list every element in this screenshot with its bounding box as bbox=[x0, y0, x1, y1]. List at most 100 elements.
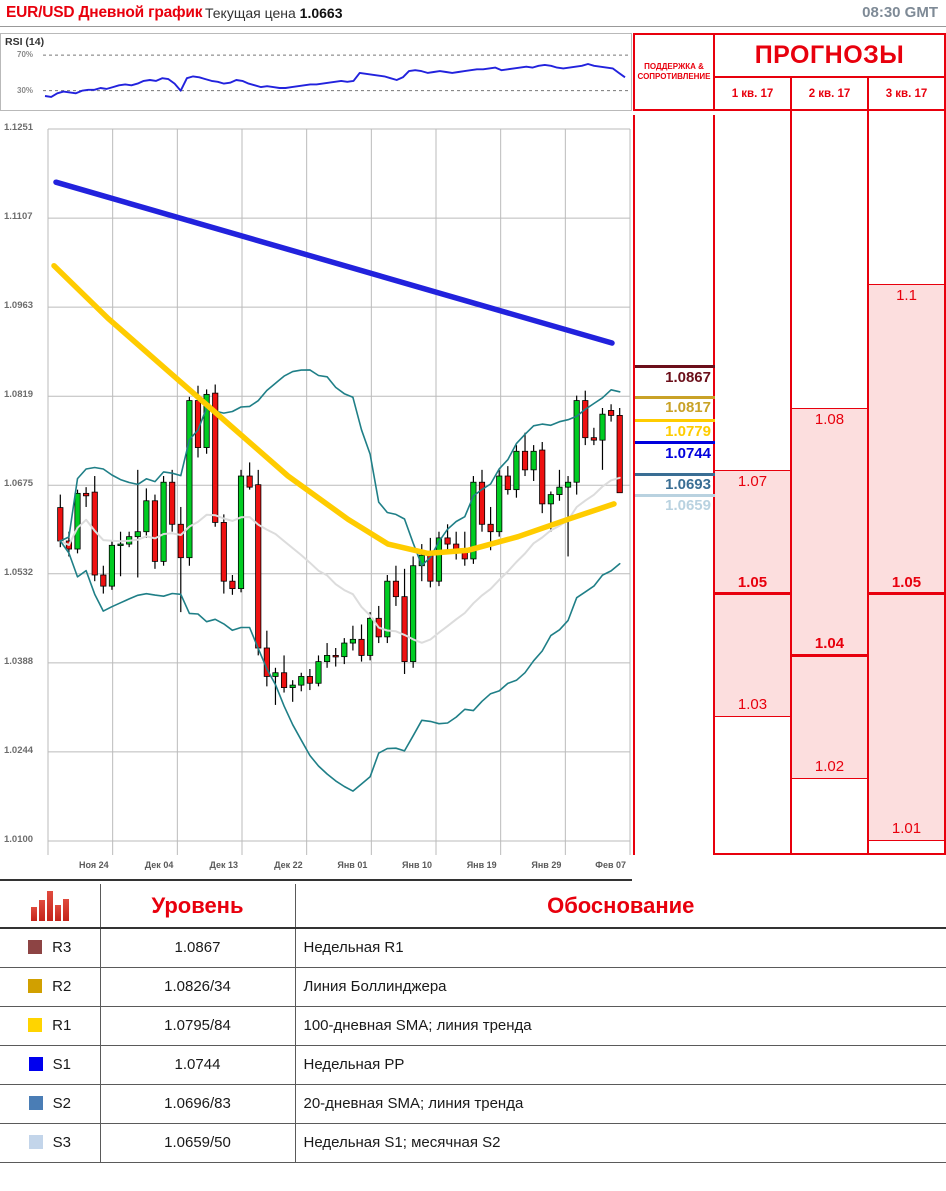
x-axis-tick-label: Янв 10 bbox=[402, 860, 432, 870]
table-header-row: Уровень Обоснование bbox=[0, 884, 946, 929]
forecast-midpoint-line bbox=[869, 592, 944, 596]
forecast-column-header-2: 2 кв. 17 bbox=[792, 78, 869, 111]
y-axis-tick-label: 1.0388 bbox=[4, 655, 34, 667]
forecast-high-label: 1.08 bbox=[814, 410, 845, 428]
current-price: Текущая цена 1.0663 bbox=[205, 5, 343, 21]
levels-table: Уровень Обоснование R3 1.0867 Недельная R1… bbox=[0, 884, 946, 1163]
table-header-level: Уровень bbox=[99, 884, 296, 929]
timestamp: 08:30 GMT bbox=[862, 4, 938, 21]
level-value-s3: 1.0659 bbox=[665, 497, 711, 515]
forecast-high-label: 1.1 bbox=[896, 287, 917, 305]
color-swatch-icon bbox=[28, 979, 43, 993]
color-swatch-icon bbox=[28, 940, 43, 955]
table-header-reason-text: Обоснование bbox=[547, 892, 695, 918]
forecast-title-text: ПРОГНОЗЫ bbox=[754, 41, 905, 69]
level-reason-cell: Недельная R1 bbox=[294, 927, 946, 968]
x-axis-tick-label: Янв 01 bbox=[337, 860, 368, 870]
rsi-plot bbox=[43, 54, 629, 98]
level-value-cell: 1.0659/50 bbox=[99, 1122, 296, 1163]
level-value-r2: 1.0817 bbox=[665, 399, 711, 417]
level-value-cell: 1.0795/84 bbox=[99, 1005, 296, 1046]
forecast-mid-label: 1.05 bbox=[891, 573, 922, 591]
color-swatch-icon bbox=[28, 1096, 43, 1110]
forecast-column-header-1: 1 кв. 17 bbox=[715, 78, 792, 111]
current-price-value: 1.0663 bbox=[299, 5, 343, 21]
table-row: R3 1.0867 Недельная R1 bbox=[0, 927, 946, 968]
color-swatch-icon bbox=[28, 1057, 43, 1071]
level-reason-cell: 100-дневная SMA; линия тренда bbox=[294, 1005, 946, 1046]
level-value-cell: 1.0744 bbox=[99, 1044, 296, 1085]
level-name-text: S2 bbox=[52, 1095, 71, 1112]
x-axis-tick-label: Ноя 24 bbox=[79, 860, 109, 870]
level-value-r1: 1.0779 bbox=[665, 422, 711, 440]
rsi-upper-tick-label: 70% bbox=[17, 50, 34, 60]
rsi-panel: RSI (14) 70% 30% bbox=[0, 33, 632, 111]
forecast-midpoint-line bbox=[792, 653, 867, 657]
level-marker-r2 bbox=[635, 395, 715, 399]
forecast-low-label: 1.03 bbox=[737, 696, 768, 714]
level-value-r3: 1.0867 bbox=[665, 368, 711, 386]
x-axis-tick-label: Дек 13 bbox=[209, 860, 238, 870]
x-axis-tick-label: Дек 04 bbox=[144, 860, 174, 870]
rsi-lower-tick-label: 30% bbox=[17, 85, 34, 95]
levels-table-wrap: Уровень Обоснование R3 1.0867 Недельная R1… bbox=[0, 884, 946, 1191]
forecast-mid-label: 1.05 bbox=[737, 573, 768, 591]
x-axis-tick-label: Фев 07 bbox=[595, 860, 626, 870]
level-name-text: R3 bbox=[52, 939, 72, 957]
color-swatch-icon bbox=[28, 1135, 43, 1149]
y-axis-tick-label: 1.0963 bbox=[4, 300, 34, 312]
forecast-range-band bbox=[792, 407, 867, 780]
forecast-low-label: 1.02 bbox=[814, 758, 845, 776]
y-axis-tick-label: 1.0675 bbox=[4, 478, 34, 490]
current-price-label: Текущая цена bbox=[205, 5, 296, 21]
forecast-column-1: 1.07 1.05 1.03 bbox=[715, 111, 792, 855]
level-name-cell: R3 bbox=[0, 927, 101, 968]
level-marker-s1 bbox=[635, 441, 715, 445]
forecast-column-3: 1.1 1.05 1.01 bbox=[869, 111, 946, 855]
level-marker-r1 bbox=[635, 419, 715, 423]
level-marker-s3 bbox=[635, 493, 715, 497]
page-title: EUR/USD Дневной график bbox=[6, 4, 203, 21]
x-axis-tick-label: Дек 22 bbox=[274, 860, 303, 870]
price-level-strip: 1.0867 1.0817 1.0779 1.0744 1.0693 1.0659 bbox=[633, 115, 715, 855]
forecast-column-header-label: 3 кв. 17 bbox=[885, 87, 928, 100]
table-header-icon-cell bbox=[0, 884, 101, 929]
support-resistance-header: ПОДДЕРЖКА & СОПРОТИВЛЕНИЕ bbox=[633, 33, 715, 111]
forecast-high-label: 1.07 bbox=[737, 472, 768, 490]
table-header-level-text: Уровень bbox=[151, 892, 244, 918]
level-name-text: R2 bbox=[52, 978, 72, 995]
bar-chart-icon bbox=[30, 890, 70, 921]
y-axis-tick-label: 1.0244 bbox=[4, 744, 34, 756]
forecast-range-band bbox=[869, 284, 944, 841]
level-reason-cell: Недельная PP bbox=[294, 1044, 946, 1085]
forecast-column-2: 1.08 1.04 1.02 bbox=[792, 111, 869, 855]
y-axis-tick-label: 1.1107 bbox=[4, 211, 33, 223]
level-value-cell: 1.0867 bbox=[99, 927, 296, 968]
level-name-cell: S2 bbox=[0, 1083, 101, 1124]
forecast-column-header-label: 2 кв. 17 bbox=[808, 87, 851, 100]
y-axis-tick-label: 1.0819 bbox=[4, 389, 34, 401]
sr-header-line1: ПОДДЕРЖКА & bbox=[644, 62, 704, 71]
level-name-cell: R2 bbox=[0, 966, 101, 1007]
x-axis-ticks: Ноя 24 Дек 04 Дек 13 Дек 22 Янв 01 Янв 10 Янв … bbox=[0, 855, 632, 881]
forecast-column-header-label: 1 кв. 17 bbox=[731, 87, 774, 100]
page-header: EUR/USD Дневной график Текущая цена 1.06… bbox=[0, 0, 946, 27]
level-reason-cell: 20-дневная SMA; линия тренда bbox=[294, 1083, 946, 1124]
levels-table-body: R3 1.0867 Недельная R1 R2 1.0826/34 Линия Бол… bbox=[0, 927, 946, 1163]
level-marker-s2 bbox=[635, 472, 715, 476]
level-reason-cell: Недельная S1; месячная S2 bbox=[294, 1122, 946, 1163]
level-value-s2: 1.0693 bbox=[665, 476, 711, 494]
table-row: S2 1.0696/83 20-дневная SMA; линия тренда bbox=[0, 1083, 946, 1124]
table-row: R2 1.0826/34 Линия Боллинджера bbox=[0, 966, 946, 1007]
level-value-cell: 1.0696/83 bbox=[99, 1083, 296, 1124]
level-value-s1: 1.0744 bbox=[665, 444, 711, 462]
y-axis-tick-label: 1.1251 bbox=[4, 122, 34, 133]
y-axis-tick-label: 1.0100 bbox=[4, 834, 34, 845]
forecast-column-header-3: 3 кв. 17 bbox=[869, 78, 946, 111]
forecast-columns: 1.07 1.05 1.03 1.08 1.04 1.02 1.1 1.05 1.01 bbox=[715, 111, 946, 855]
color-swatch-icon bbox=[28, 1018, 43, 1032]
level-marker-r3 bbox=[635, 365, 715, 369]
level-name-cell: S3 bbox=[0, 1122, 101, 1163]
level-name-cell: R1 bbox=[0, 1005, 101, 1046]
